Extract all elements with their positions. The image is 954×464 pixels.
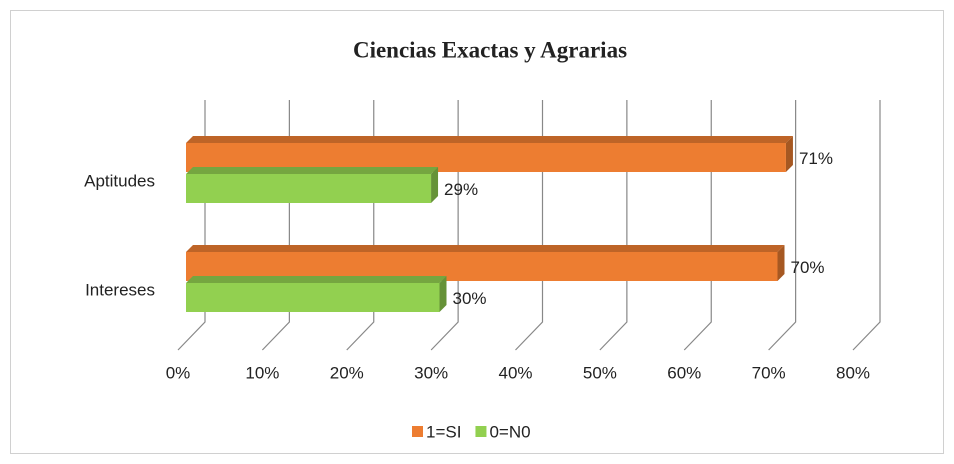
y-tick-label: Aptitudes	[84, 171, 155, 190]
legend-swatch	[475, 426, 487, 437]
bar	[186, 174, 432, 203]
bar-side	[431, 167, 439, 203]
data-label: 29%	[444, 180, 478, 199]
bar-side	[439, 276, 447, 312]
grid-line	[515, 100, 544, 351]
legend-label: 0=N0	[489, 422, 530, 441]
data-label: 70%	[791, 258, 825, 277]
grid-line	[768, 100, 797, 351]
chart-title: Ciencias Exactas y Agrarias	[353, 37, 627, 62]
bar	[186, 283, 440, 312]
data-label: 30%	[453, 289, 487, 308]
data-label: 71%	[799, 149, 833, 168]
grid-line	[852, 100, 881, 351]
x-tick-label: 70%	[752, 363, 786, 382]
x-tick-label: 20%	[330, 363, 364, 382]
x-tick-label: 0%	[166, 363, 191, 382]
x-tick-label: 40%	[498, 363, 532, 382]
grid-line	[430, 100, 459, 351]
grid-line	[599, 100, 628, 351]
legend-swatch	[412, 426, 423, 437]
grid-line	[683, 100, 712, 351]
bar-top	[186, 167, 439, 174]
bar-top	[186, 245, 785, 252]
legend-label: 1=SI	[426, 422, 461, 441]
y-tick-label: Intereses	[85, 280, 155, 299]
x-tick-label: 60%	[667, 363, 701, 382]
x-tick-label: 80%	[836, 363, 870, 382]
x-tick-label: 30%	[414, 363, 448, 382]
bar-top	[186, 136, 793, 143]
bar-top	[186, 276, 447, 283]
bar-side	[785, 136, 793, 172]
chart-border	[10, 10, 944, 454]
x-tick-label: 10%	[245, 363, 279, 382]
bar-side	[777, 245, 785, 281]
x-tick-label: 50%	[583, 363, 617, 382]
